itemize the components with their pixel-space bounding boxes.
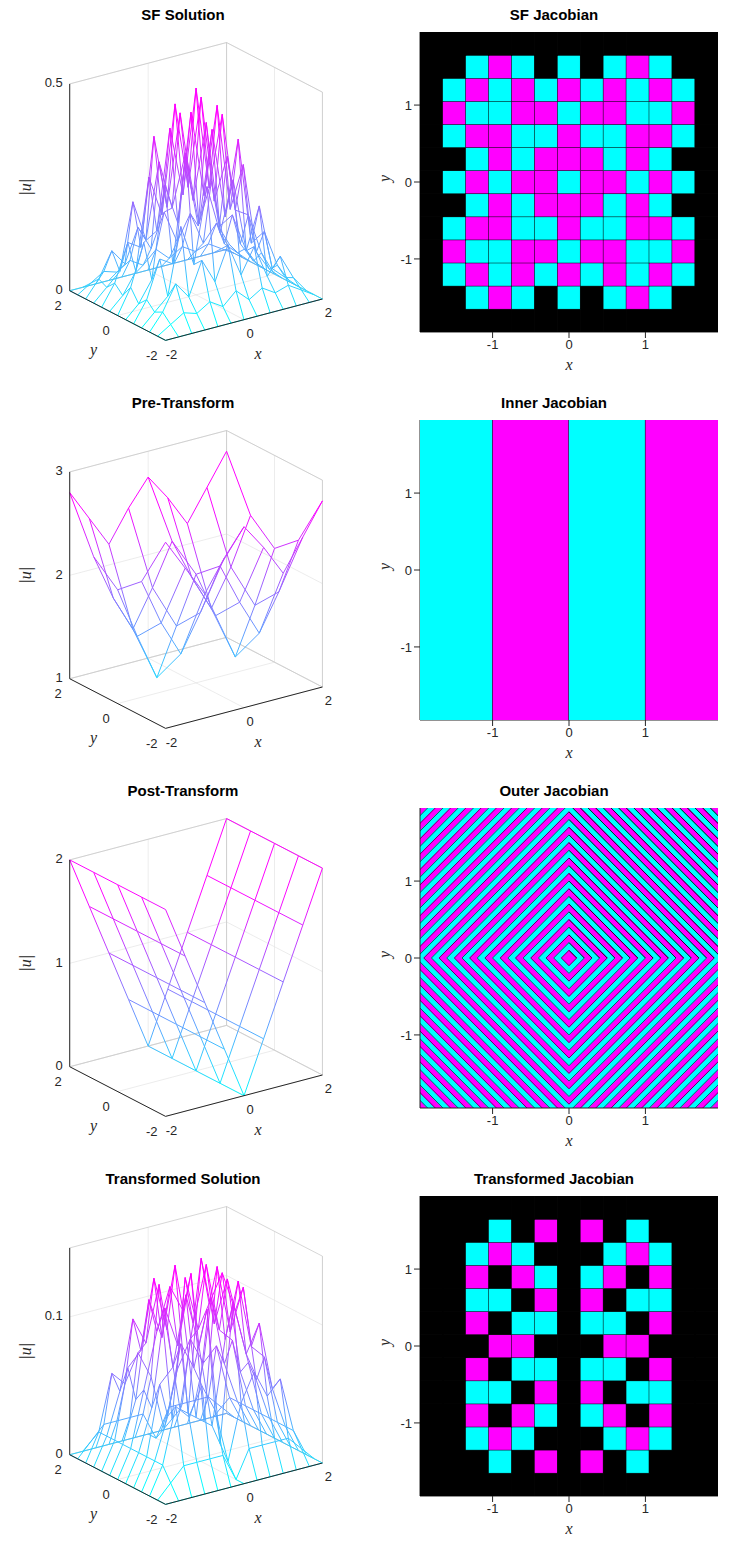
svg-text:|u|: |u| [17,1343,35,1360]
svg-text:0: 0 [102,1487,109,1502]
svg-text:-1: -1 [487,1501,499,1516]
svg-text:y: y [376,174,394,184]
svg-text:0: 0 [565,337,572,352]
svg-text:0: 0 [246,1490,253,1505]
html-text:Transformed Solution: Transformed Solution [105,1170,261,1187]
svg-text:0: 0 [55,1058,62,1073]
svg-text:-1: -1 [400,1416,412,1431]
svg-text:2: 2 [55,567,62,582]
svg-text:1: 1 [642,1113,649,1128]
svg-text:2: 2 [54,298,61,313]
svg-text:-2: -2 [166,347,178,362]
html-text:Inner Jacobian: Inner Jacobian [501,394,607,411]
svg-text:y: y [88,341,98,359]
svg-text:-1: -1 [400,252,412,267]
svg-text:2: 2 [325,305,332,320]
svg-text:x: x [253,733,261,750]
svg-text:0: 0 [405,1339,412,1354]
svg-text:y: y [88,1117,98,1135]
svg-text:-1: -1 [487,1113,499,1128]
svg-text:2: 2 [325,1081,332,1096]
svg-text:|u|: |u| [17,955,35,972]
svg-text:x: x [564,1520,572,1537]
svg-text:0: 0 [405,951,412,966]
svg-text:1: 1 [642,1501,649,1516]
svg-text:y: y [376,562,394,572]
svg-text:0: 0 [565,1501,572,1516]
svg-text:-2: -2 [146,348,158,363]
svg-text:x: x [253,345,261,362]
svg-text:-1: -1 [400,640,412,655]
svg-text:0: 0 [102,1099,109,1114]
html-text:Post-Transform: Post-Transform [127,782,239,799]
svg-text:2: 2 [325,1469,332,1484]
svg-text:1: 1 [55,955,62,970]
svg-text:y: y [376,950,394,960]
svg-text:3: 3 [55,463,62,478]
svg-text:1: 1 [405,98,412,113]
html-text:SF Solution: SF Solution [141,6,225,23]
html-text:Transformed Jacobian: Transformed Jacobian [474,1170,634,1187]
svg-text:0: 0 [55,1446,62,1461]
svg-text:x: x [564,744,572,761]
svg-text:1: 1 [55,670,62,685]
svg-text:0: 0 [565,725,572,740]
svg-text:1: 1 [405,486,412,501]
svg-text:2: 2 [54,686,61,701]
svg-text:y: y [88,729,98,747]
svg-text:0: 0 [565,1113,572,1128]
svg-text:-2: -2 [166,1123,178,1138]
svg-text:2: 2 [325,693,332,708]
svg-text:|u|: |u| [17,567,35,584]
svg-text:-1: -1 [487,337,499,352]
svg-text:0: 0 [102,711,109,726]
svg-text:|u|: |u| [17,179,35,196]
svg-text:0: 0 [102,323,109,338]
svg-text:x: x [564,356,572,373]
svg-text:y: y [376,1338,394,1348]
svg-text:-2: -2 [166,1511,178,1526]
svg-text:0.5: 0.5 [45,75,63,90]
svg-text:y: y [88,1505,98,1523]
svg-text:-2: -2 [146,1512,158,1527]
svg-text:1: 1 [405,1262,412,1277]
svg-text:0: 0 [246,714,253,729]
svg-text:0: 0 [246,1102,253,1117]
svg-text:-1: -1 [400,1028,412,1043]
svg-text:0: 0 [246,326,253,341]
svg-text:-2: -2 [146,1124,158,1139]
svg-text:0.1: 0.1 [45,1308,63,1323]
svg-text:2: 2 [54,1462,61,1477]
html-text:SF Jacobian: SF Jacobian [509,6,599,23]
svg-text:-2: -2 [146,736,158,751]
svg-text:x: x [253,1121,261,1138]
svg-text:1: 1 [642,725,649,740]
svg-text:1: 1 [405,874,412,889]
svg-text:1: 1 [642,337,649,352]
svg-text:x: x [564,1132,572,1149]
svg-text:2: 2 [55,851,62,866]
svg-text:-2: -2 [166,735,178,750]
svg-text:x: x [253,1509,261,1526]
svg-text:2: 2 [54,1074,61,1089]
svg-text:0: 0 [405,175,412,190]
svg-text:0: 0 [55,282,62,297]
svg-text:-1: -1 [487,725,499,740]
svg-text:0: 0 [405,563,412,578]
html-text:Outer Jacobian: Outer Jacobian [499,782,609,799]
html-text:Pre-Transform: Pre-Transform [131,394,235,411]
